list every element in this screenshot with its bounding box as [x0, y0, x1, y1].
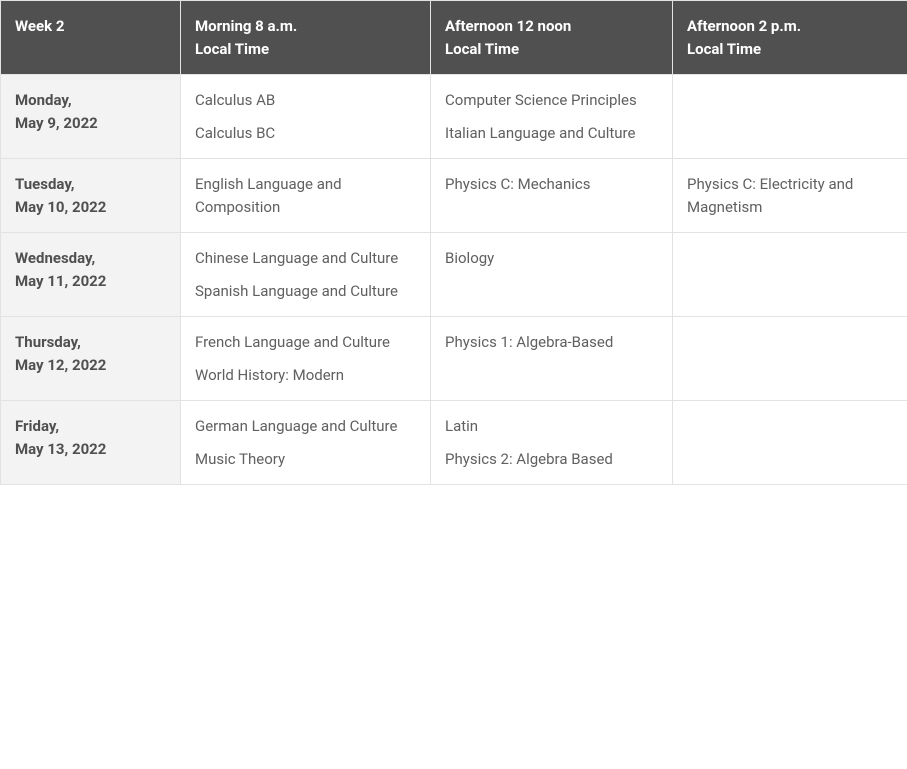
- table-row: Monday,May 9, 2022 Calculus AB Calculus BC…: [1, 75, 907, 159]
- header-cell-2: Afternoon 12 noonLocal Time: [431, 1, 673, 75]
- morning-cell: French Language and Culture World History…: [181, 317, 431, 401]
- exam-entry: Music Theory: [195, 448, 416, 471]
- exam-entry: Chinese Language and Culture: [195, 247, 416, 270]
- morning-cell: Calculus AB Calculus BC: [181, 75, 431, 159]
- date-cell: Wednesday,May 11, 2022: [1, 233, 181, 317]
- exam-entry: French Language and Culture: [195, 331, 416, 354]
- header-line2: Local Time: [445, 38, 658, 61]
- morning-cell: German Language and Culture Music Theory: [181, 401, 431, 485]
- exam-entry: Spanish Language and Culture: [195, 280, 416, 303]
- header-line1: Afternoon 2 p.m.: [687, 15, 893, 38]
- date-cell: Tuesday,May 10, 2022: [1, 159, 181, 233]
- noon-cell: Physics C: Mechanics: [431, 159, 673, 233]
- date-cell: Monday,May 9, 2022: [1, 75, 181, 159]
- exam-entry: Physics 1: Algebra-Based: [445, 331, 658, 354]
- morning-cell: Chinese Language and Culture Spanish Lang…: [181, 233, 431, 317]
- date-line1: Wednesday,: [15, 247, 166, 270]
- date-cell: Friday,May 13, 2022: [1, 401, 181, 485]
- date-line2: May 10, 2022: [15, 196, 166, 219]
- date-line1: Monday,: [15, 89, 166, 112]
- header-cell-3: Afternoon 2 p.m.Local Time: [673, 1, 907, 75]
- exam-entry: Calculus AB: [195, 89, 416, 112]
- two_pm-cell: [673, 233, 907, 317]
- exam-entry: World History: Modern: [195, 364, 416, 387]
- exam-entry: Physics 2: Algebra Based: [445, 448, 658, 471]
- exam-entry: Computer Science Principles: [445, 89, 658, 112]
- date-line2: May 13, 2022: [15, 438, 166, 461]
- date-line1: Tuesday,: [15, 173, 166, 196]
- noon-cell: Latin Physics 2: Algebra Based: [431, 401, 673, 485]
- date-cell: Thursday,May 12, 2022: [1, 317, 181, 401]
- schedule-table: Week 2Morning 8 a.m.Local TimeAfternoon …: [0, 0, 907, 485]
- exam-entry: German Language and Culture: [195, 415, 416, 438]
- table-row: Thursday,May 12, 2022French Language and…: [1, 317, 907, 401]
- noon-cell: Physics 1: Algebra-Based: [431, 317, 673, 401]
- noon-cell: Computer Science Principles Italian Langu…: [431, 75, 673, 159]
- noon-cell: Biology: [431, 233, 673, 317]
- date-line2: May 9, 2022: [15, 112, 166, 135]
- two_pm-cell: [673, 401, 907, 485]
- exam-entry: English Language and Composition: [195, 173, 416, 218]
- exam-entry: Calculus BC: [195, 122, 416, 145]
- header-line1: Morning 8 a.m.: [195, 15, 416, 38]
- table-head: Week 2Morning 8 a.m.Local TimeAfternoon …: [1, 1, 907, 75]
- table-row: Wednesday,May 11, 2022Chinese Language a…: [1, 233, 907, 317]
- exam-entry: Physics C: Electricity and Magnetism: [687, 173, 893, 218]
- exam-entry: Physics C: Mechanics: [445, 173, 658, 196]
- table-row: Friday,May 13, 2022German Language and C…: [1, 401, 907, 485]
- two_pm-cell: [673, 75, 907, 159]
- header-cell-1: Morning 8 a.m.Local Time: [181, 1, 431, 75]
- exam-entry: Biology: [445, 247, 658, 270]
- two_pm-cell: [673, 317, 907, 401]
- header-cell-0: Week 2: [1, 1, 181, 75]
- header-line2: Local Time: [195, 38, 416, 61]
- morning-cell: English Language and Composition: [181, 159, 431, 233]
- header-line1: Week 2: [15, 15, 166, 38]
- header-line1: Afternoon 12 noon: [445, 15, 658, 38]
- table-body: Monday,May 9, 2022 Calculus AB Calculus BC…: [1, 75, 907, 485]
- exam-entry: Latin: [445, 415, 658, 438]
- header-line2: Local Time: [687, 38, 893, 61]
- header-row: Week 2Morning 8 a.m.Local TimeAfternoon …: [1, 1, 907, 75]
- exam-entry: Italian Language and Culture: [445, 122, 658, 145]
- date-line2: May 12, 2022: [15, 354, 166, 377]
- date-line2: May 11, 2022: [15, 270, 166, 293]
- date-line1: Friday,: [15, 415, 166, 438]
- table-row: Tuesday,May 10, 2022 English Language and…: [1, 159, 907, 233]
- date-line1: Thursday,: [15, 331, 166, 354]
- two_pm-cell: Physics C: Electricity and Magnetism: [673, 159, 907, 233]
